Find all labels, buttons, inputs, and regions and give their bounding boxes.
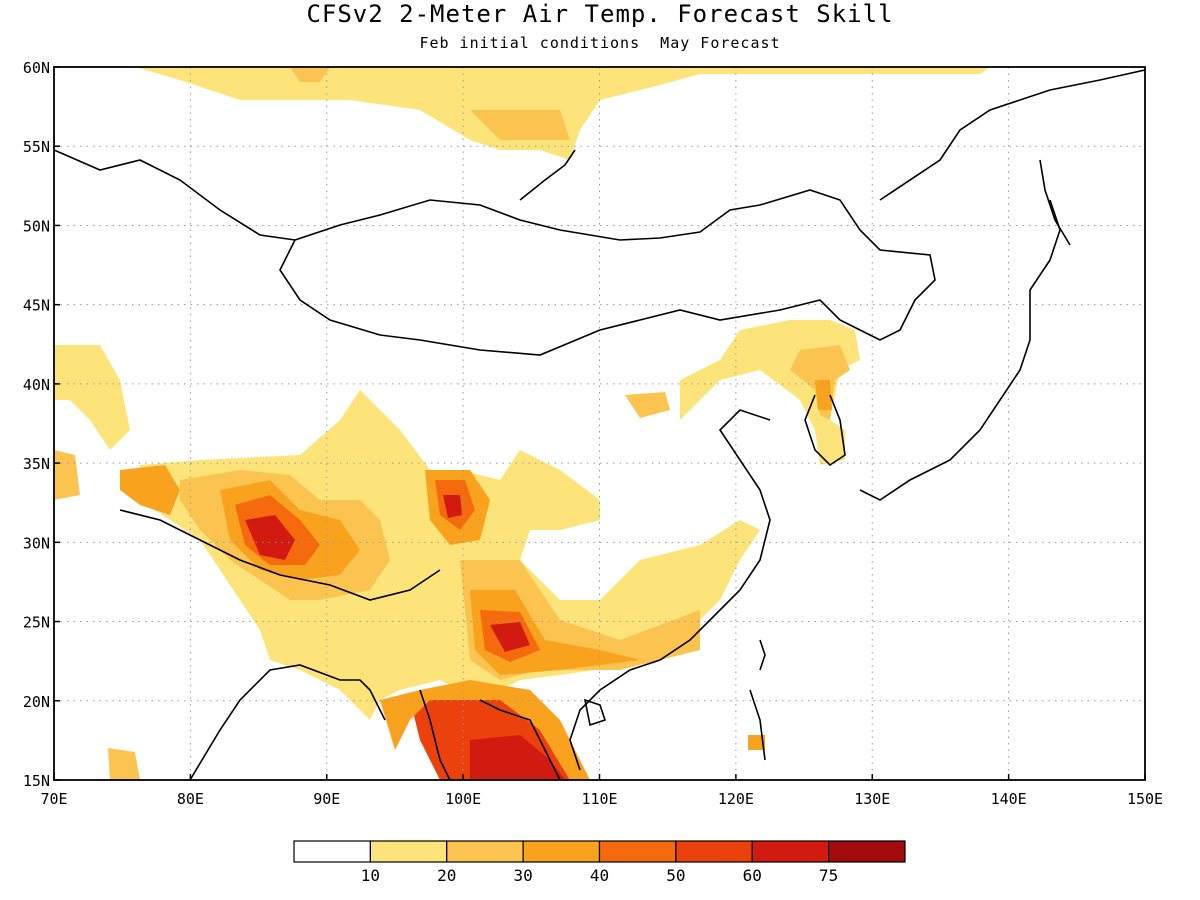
y-tick-label: 60N: [23, 59, 50, 77]
skill-shading: [54, 67, 990, 780]
colorbar-swatch: [369, 840, 448, 863]
skill-band-north-inner: [290, 67, 570, 140]
skill-band-kaz: [54, 345, 130, 450]
chart-title: CFSv2 2-Meter Air Temp. Forecast Skill: [306, 0, 894, 28]
y-tick-label: 25N: [23, 614, 50, 632]
x-tick-label: 70E: [40, 790, 67, 808]
grid-lines: [54, 67, 1145, 780]
y-tick-label: 35N: [23, 455, 50, 473]
y-tick-label: 15N: [23, 772, 50, 790]
coastline-map: [54, 69, 1145, 780]
border-mongolia: [279, 189, 936, 356]
x-tick-label: 100E: [445, 790, 481, 808]
skill-band-korea-40: [815, 380, 832, 410]
coast-japan: [859, 199, 1061, 501]
axes: 70E 80E 90E 100E 110E 120E 130E 140E 150E 60N 55N 5…: [23, 59, 1163, 808]
coast-hainan: [583, 698, 607, 727]
colorbar-swatch: [598, 840, 677, 863]
colorbar-swatch: [751, 840, 830, 863]
coast-indochina: [419, 689, 561, 780]
skill-band-qh-60: [443, 495, 462, 518]
x-tick-label: 90E: [313, 790, 340, 808]
border-himalaya: [119, 509, 441, 601]
coast-taiwan: [759, 639, 766, 671]
x-tick-label: 140E: [991, 790, 1027, 808]
skill-band-india-sw: [108, 748, 140, 780]
skill-band-indochina-60: [470, 735, 565, 780]
skill-band-north: [135, 67, 990, 160]
colorbar-swatch: [675, 840, 753, 863]
y-tick-label: 45N: [23, 297, 50, 315]
coast-okhotsk: [879, 69, 1145, 201]
coast-baikal: [519, 149, 576, 201]
x-tick-label: 130E: [854, 790, 890, 808]
y-tick-label: 30N: [23, 534, 50, 552]
coast-korea: [804, 394, 846, 467]
x-tick-label: 80E: [177, 790, 204, 808]
coast-philippines: [749, 689, 766, 761]
y-tick-label: 55N: [23, 138, 50, 156]
colorbar-label: 40: [590, 866, 609, 885]
skill-band-philippines: [748, 735, 765, 750]
colorbar-label: 60: [743, 866, 762, 885]
colorbar: 10 20 30 40 50 60 75: [293, 840, 906, 885]
x-tick-label: 110E: [581, 790, 617, 808]
y-tick-label: 40N: [23, 376, 50, 394]
x-tick-label: 120E: [718, 790, 754, 808]
skill-band-yunnan-60: [490, 622, 530, 652]
y-tick-label: 50N: [23, 217, 50, 235]
skill-band-indochina-30: [380, 680, 590, 780]
colorbar-swatch: [293, 840, 371, 863]
colorbar-label: 10: [361, 866, 380, 885]
colorbar-swatch: [828, 840, 906, 863]
border-kaz: [54, 149, 296, 241]
colorbar-swatch: [522, 840, 601, 863]
colorbar-label: 30: [513, 866, 532, 885]
skill-band-tibet-60: [245, 515, 295, 560]
chart-subtitle: Feb initial conditions May Forecast: [419, 34, 781, 52]
coast-sakhalin: [1039, 159, 1071, 246]
colorbar-label: 20: [437, 866, 456, 885]
skill-band-west-band: [120, 465, 180, 515]
y-tick-label: 20N: [23, 693, 50, 711]
skill-band-70e-35: [54, 450, 80, 500]
colorbar-swatch: [446, 840, 524, 863]
coast-china-east: [569, 409, 771, 771]
plot-frame: [53, 66, 1146, 781]
skill-band-east-spot: [625, 392, 670, 418]
colorbar-label: 75: [819, 866, 838, 885]
x-tick-label: 150E: [1127, 790, 1163, 808]
coast-india: [189, 664, 386, 780]
colorbar-label: 50: [666, 866, 685, 885]
